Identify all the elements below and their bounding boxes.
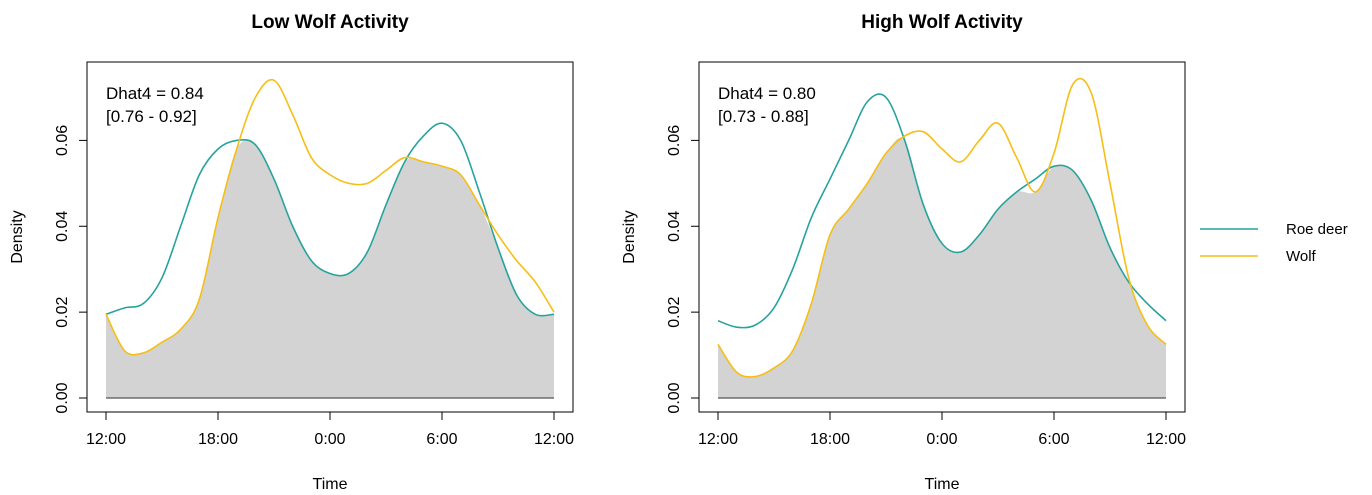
overlap-annotation: [0.73 - 0.88] xyxy=(718,107,809,126)
x-tick-label: 12:00 xyxy=(1146,431,1186,448)
panel-low-wolf-activity: 12:00 18:00 0:00 6:00 12:00 0.00 0.02 0.04 0.06 L… xyxy=(9,12,574,493)
y-tick-label: 0.00 xyxy=(666,382,683,413)
wolf-density-line xyxy=(717,77,1167,378)
y-tick-label: 0.02 xyxy=(54,296,71,327)
y-tick-label: 0.04 xyxy=(54,211,71,242)
chart-title: Low Wolf Activity xyxy=(251,12,409,33)
y-tick-label: 0.04 xyxy=(666,211,683,242)
x-tick-label: 0:00 xyxy=(314,431,345,448)
x-tick-label: 0:00 xyxy=(926,431,957,448)
x-tick-label: 18:00 xyxy=(198,431,238,448)
x-tick-label: 12:00 xyxy=(86,431,126,448)
chart-title: High Wolf Activity xyxy=(861,12,1023,33)
overlap-annotation: Dhat4 = 0.84 xyxy=(106,84,204,103)
wolf-density-line xyxy=(105,78,555,356)
x-axis-label: Time xyxy=(925,476,960,493)
panel-high-wolf-activity: 12:00 18:00 0:00 6:00 12:00 0.00 0.02 0.04 0.06 H… xyxy=(621,12,1186,493)
y-tick-label: 0.06 xyxy=(54,125,71,156)
y-axis-label: Density xyxy=(9,210,26,263)
x-tick-label: 18:00 xyxy=(810,431,850,448)
legend-roe-deer-label: Roe deer xyxy=(1286,221,1348,238)
overlap-area xyxy=(718,137,1166,398)
overlap-annotation: [0.76 - 0.92] xyxy=(106,107,197,126)
x-tick-label: 6:00 xyxy=(1038,431,1069,448)
overlap-area xyxy=(106,140,554,399)
legend: Roe deer Wolf xyxy=(1200,221,1348,265)
y-tick-label: 0.02 xyxy=(666,296,683,327)
y-tick-label: 0.00 xyxy=(54,382,71,413)
roe-deer-density-line xyxy=(105,122,555,317)
y-axis-label: Density xyxy=(621,210,638,263)
legend-wolf-label: Wolf xyxy=(1286,248,1317,265)
x-axis-label: Time xyxy=(313,476,348,493)
roe-deer-density-line xyxy=(717,93,1167,329)
x-tick-label: 12:00 xyxy=(534,431,574,448)
y-tick-label: 0.06 xyxy=(666,125,683,156)
overlap-annotation: Dhat4 = 0.80 xyxy=(718,84,816,103)
x-tick-label: 6:00 xyxy=(426,431,457,448)
x-tick-label: 12:00 xyxy=(698,431,738,448)
